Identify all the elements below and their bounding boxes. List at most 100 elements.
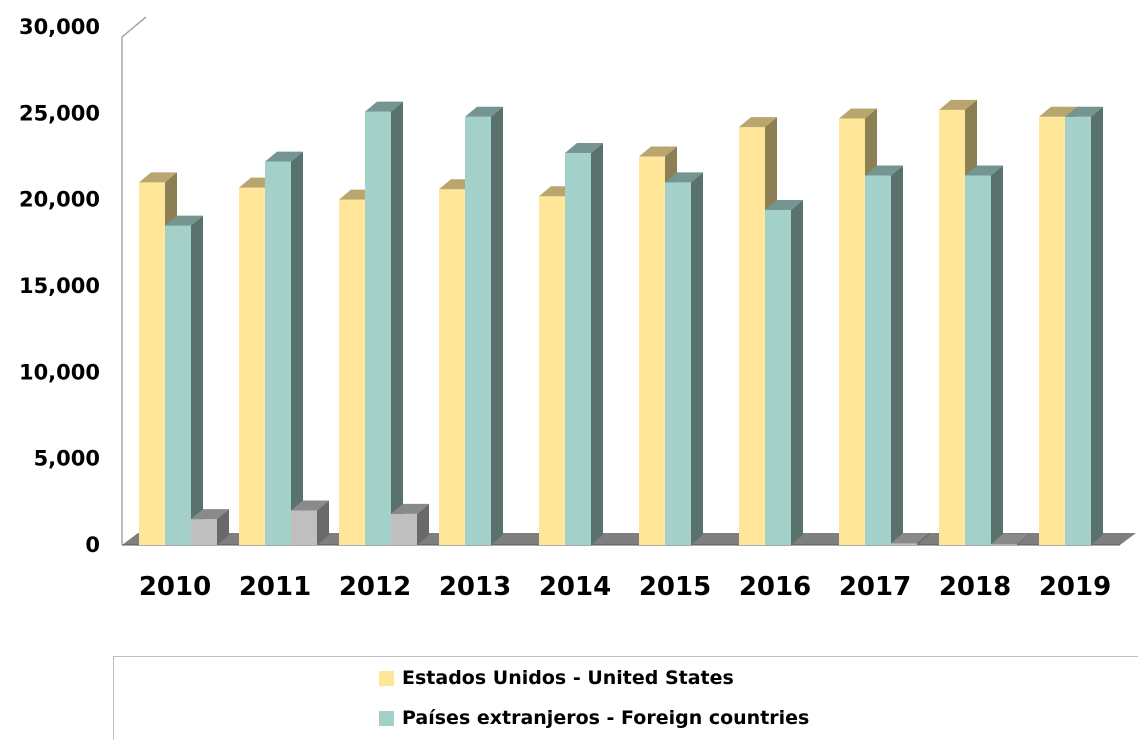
bar-top	[839, 108, 877, 119]
bar-top	[139, 172, 177, 183]
y-tick-label: 0	[85, 533, 100, 557]
bar-top	[739, 117, 777, 128]
legend-swatch-foreign-countries	[379, 710, 394, 726]
x-category-label: 2019	[1039, 572, 1111, 602]
bar-top	[1039, 106, 1077, 117]
bar-front	[665, 182, 691, 545]
bar-side	[791, 200, 803, 545]
bar-front	[139, 182, 165, 545]
legend-item-united-states: Estados Unidos - United States	[379, 667, 734, 689]
bar-top	[939, 99, 977, 110]
bar-front	[365, 111, 391, 546]
x-category-label: 2018	[939, 572, 1011, 602]
bar-top	[291, 500, 329, 511]
bar	[565, 143, 603, 545]
x-category-label: 2015	[639, 572, 711, 602]
bar-top	[765, 200, 803, 211]
bar	[1065, 106, 1103, 545]
bar-front	[939, 109, 965, 545]
y-tick-label: 15,000	[19, 274, 100, 298]
bar-top	[191, 509, 229, 520]
bar-front	[991, 544, 1017, 545]
bar-top	[639, 146, 677, 157]
bar-front	[265, 161, 291, 545]
bar-top	[165, 215, 203, 226]
back-wall-edge	[121, 16, 147, 545]
bar	[165, 215, 203, 546]
bar-front	[239, 187, 265, 545]
legend-label-foreign-countries: Países extranjeros - Foreign countries	[402, 707, 810, 729]
legend: Estados Unidos - United States Países ex…	[113, 656, 1138, 740]
bar	[965, 165, 1003, 545]
bar-front	[439, 189, 465, 545]
bar-side	[191, 215, 203, 546]
bar-top	[965, 165, 1003, 176]
bar-front	[391, 513, 417, 545]
bar	[265, 151, 303, 545]
bar	[665, 172, 703, 545]
bar	[465, 106, 503, 545]
x-category-label: 2013	[439, 572, 511, 602]
bar-front	[165, 225, 191, 546]
x-category-label: 2017	[839, 572, 911, 602]
bar-front	[191, 519, 217, 545]
bar-front	[739, 127, 765, 545]
bar-front	[865, 175, 891, 545]
bar-front	[1065, 116, 1091, 545]
bar	[391, 503, 429, 545]
bar-front	[339, 199, 365, 545]
y-tick-label: 10,000	[19, 360, 100, 384]
bar-side	[491, 106, 503, 545]
bar-side	[1017, 534, 1029, 545]
x-category-label: 2011	[239, 572, 311, 602]
bar-front	[565, 153, 591, 545]
y-tick-label: 5,000	[34, 447, 100, 471]
bar-top	[1065, 106, 1103, 117]
bar-side	[691, 172, 703, 545]
bar-front	[1039, 116, 1065, 545]
bar-front	[291, 510, 317, 545]
bar-top	[391, 503, 429, 514]
legend-swatch-united-states	[379, 670, 394, 686]
bar	[991, 534, 1029, 545]
bar-front	[639, 156, 665, 545]
bar-side	[917, 533, 929, 545]
legend-label-united-states: Estados Unidos - United States	[402, 667, 734, 689]
bar	[365, 101, 403, 546]
bar-side	[217, 509, 229, 545]
bar-top	[465, 106, 503, 117]
bar-front	[765, 210, 791, 545]
bar	[865, 165, 903, 545]
bar	[765, 200, 803, 545]
bar-side	[891, 165, 903, 545]
bar-side	[991, 165, 1003, 545]
bar-side	[1091, 106, 1103, 545]
bar-top	[891, 533, 929, 544]
y-tick-label: 30,000	[19, 15, 100, 39]
bar	[291, 500, 329, 545]
bar-front	[891, 543, 917, 545]
y-tick-label: 25,000	[19, 101, 100, 125]
bar	[891, 533, 929, 545]
bar-top	[865, 165, 903, 176]
bar-front	[839, 118, 865, 545]
y-tick-label: 20,000	[19, 188, 100, 212]
bar-side	[317, 500, 329, 545]
bar-top	[365, 101, 403, 112]
chart-labels: 0 5,000 10,000 15,000 20,000 25,000 30,000 2010…	[19, 15, 1111, 602]
x-category-label: 2010	[139, 572, 211, 602]
bar-front	[965, 175, 991, 545]
bar-front	[539, 196, 565, 546]
bar-top	[991, 534, 1029, 545]
bar-side	[391, 101, 403, 546]
bar-top	[565, 143, 603, 154]
bar-side	[417, 503, 429, 545]
bar	[191, 509, 229, 545]
bar-side	[291, 151, 303, 545]
bar-top	[265, 151, 303, 162]
chart-bars	[139, 99, 1103, 546]
bar-top	[665, 172, 703, 183]
legend-item-foreign-countries: Países extranjeros - Foreign countries	[379, 707, 809, 729]
x-category-label: 2012	[339, 572, 411, 602]
